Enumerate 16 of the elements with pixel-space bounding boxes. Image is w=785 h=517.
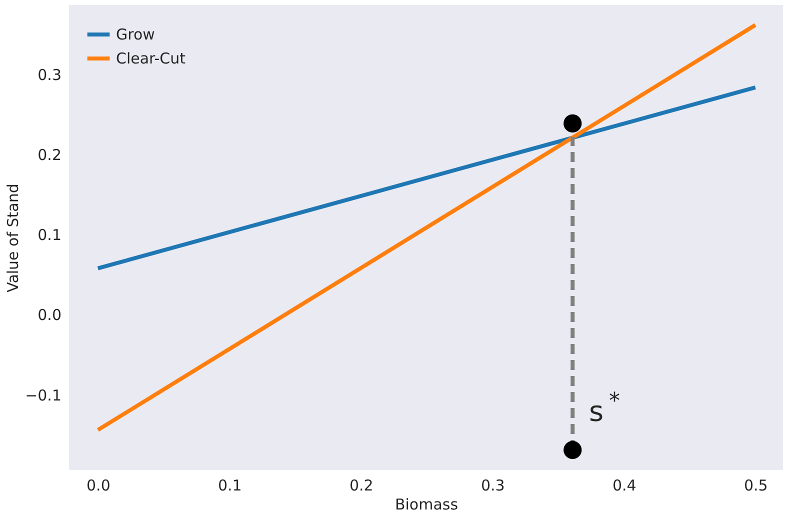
x-tick-label: 0.1	[218, 476, 242, 494]
x-tick-label: 0.2	[349, 476, 374, 494]
y-tick-label: 0.1	[38, 226, 62, 244]
x-tick-label: 0.3	[480, 476, 505, 494]
x-tick-label: 0.5	[744, 476, 768, 494]
x-tick-label: 0.0	[86, 476, 110, 494]
y-tick-label: 0.3	[38, 66, 62, 84]
y-tick-label: −0.1	[25, 386, 62, 404]
y-tick-label: 0.2	[38, 146, 62, 164]
legend-label: Clear-Cut	[116, 50, 186, 68]
y-axis-title: Value of Stand	[4, 184, 22, 292]
y-tick-label: 0.0	[38, 306, 62, 324]
annotation: s*	[589, 389, 620, 428]
x-axis-title: Biomass	[394, 496, 458, 514]
legend-label: Grow	[116, 26, 155, 44]
x-tick-label: 0.4	[612, 476, 636, 494]
